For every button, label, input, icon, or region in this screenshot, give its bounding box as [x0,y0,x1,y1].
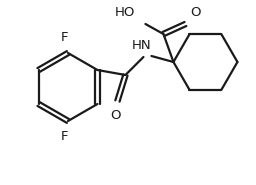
Text: O: O [110,109,121,122]
Text: HN: HN [132,39,151,52]
Text: O: O [190,6,201,19]
Text: HO: HO [115,6,135,19]
Text: F: F [60,31,68,44]
Text: F: F [60,130,68,143]
